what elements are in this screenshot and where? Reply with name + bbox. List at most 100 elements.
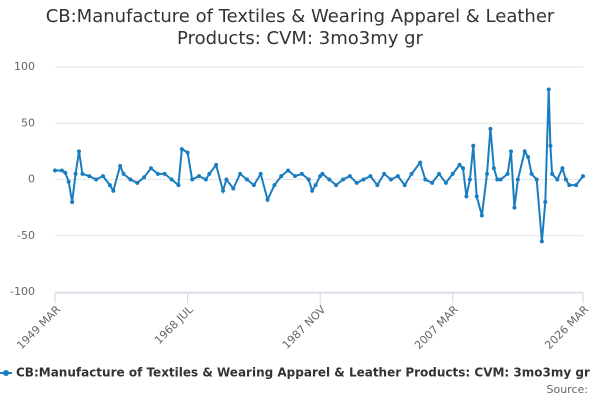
data-point <box>190 177 195 182</box>
data-point <box>149 166 153 171</box>
data-point <box>461 166 465 171</box>
data-point <box>389 177 393 182</box>
data-point <box>423 177 428 182</box>
data-point <box>179 147 184 152</box>
data-point <box>221 188 225 193</box>
data-point <box>203 177 208 182</box>
data-point <box>347 174 352 179</box>
data-point <box>107 183 112 188</box>
y-tick-label: 0 <box>28 173 35 186</box>
data-point <box>361 177 366 182</box>
data-point <box>142 175 147 180</box>
data-point <box>488 126 493 131</box>
x-tick-label: 2026 MAR <box>542 303 591 352</box>
data-point <box>169 177 174 182</box>
x-tick-label: 2007 MAR <box>412 303 461 352</box>
data-point <box>515 177 520 182</box>
data-point <box>555 177 560 182</box>
data-point <box>80 171 85 176</box>
data-point <box>471 143 476 148</box>
data-point <box>563 177 568 182</box>
data-point <box>418 160 423 165</box>
x-tick-label: 1968 JUL <box>152 302 196 346</box>
data-point <box>395 174 400 179</box>
data-point <box>70 200 75 204</box>
data-point <box>498 177 503 182</box>
y-tick-label: -100 <box>10 285 35 298</box>
data-point <box>368 174 373 179</box>
data-point <box>529 171 534 176</box>
data-point <box>176 183 181 188</box>
data-point <box>539 239 544 244</box>
data-point <box>77 149 81 154</box>
legend-label: CB:Manufacture of Textiles & Wearing App… <box>16 366 590 380</box>
data-point <box>450 171 455 176</box>
data-point <box>258 171 263 176</box>
data-point <box>382 171 387 176</box>
data-point <box>505 171 510 176</box>
data-point <box>320 171 325 176</box>
data-point <box>409 171 414 176</box>
data-point <box>543 200 548 204</box>
data-point <box>443 180 448 185</box>
data-point <box>197 174 201 179</box>
data-point <box>534 177 539 182</box>
data-point <box>63 170 68 175</box>
data-point <box>231 186 236 191</box>
data-point <box>526 155 531 159</box>
data-point <box>509 149 513 154</box>
data-point <box>522 149 527 154</box>
data-point <box>185 150 190 155</box>
data-point <box>135 180 140 185</box>
data-point <box>495 177 500 182</box>
data-point <box>59 168 64 173</box>
x-tick-label: 1949 MAR <box>14 303 63 352</box>
y-tick-label: 50 <box>21 116 35 129</box>
data-point <box>512 205 517 210</box>
y-tick-label: 100 <box>14 60 35 73</box>
data-point <box>293 174 297 179</box>
x-tick-label: 1987 NOV <box>280 303 329 352</box>
data-point <box>121 171 126 176</box>
data-point <box>550 171 555 176</box>
chart-title: CB:Manufacture of Textiles & Wearing App… <box>45 6 555 49</box>
data-point <box>437 171 441 176</box>
data-point <box>485 171 489 176</box>
data-point <box>272 183 277 188</box>
data-point <box>313 183 318 188</box>
data-point <box>548 143 553 148</box>
data-point <box>162 171 167 176</box>
data-point <box>101 174 105 179</box>
data-point <box>224 177 229 182</box>
data-point <box>546 87 551 92</box>
data-point <box>286 168 291 173</box>
data-point <box>327 177 332 182</box>
data-point <box>457 162 462 167</box>
data-point <box>128 177 133 182</box>
data-point <box>94 177 99 182</box>
data-point <box>581 174 585 179</box>
data-point <box>430 180 435 185</box>
data-point <box>279 174 284 179</box>
data-point <box>73 171 78 176</box>
data-point <box>265 197 270 202</box>
data-point <box>567 183 572 188</box>
data-point <box>118 164 123 168</box>
data-line <box>55 89 584 242</box>
data-point <box>560 166 565 171</box>
data-point <box>402 183 407 188</box>
data-point <box>53 168 57 173</box>
data-point <box>245 177 249 182</box>
data-point <box>574 183 579 188</box>
data-point <box>299 171 304 176</box>
data-point <box>464 194 469 199</box>
data-point <box>334 183 339 188</box>
data-point <box>474 194 479 199</box>
data-point <box>467 177 472 182</box>
data-point <box>207 171 212 176</box>
data-point <box>306 177 311 182</box>
data-point <box>491 166 496 171</box>
data-point <box>375 183 380 188</box>
